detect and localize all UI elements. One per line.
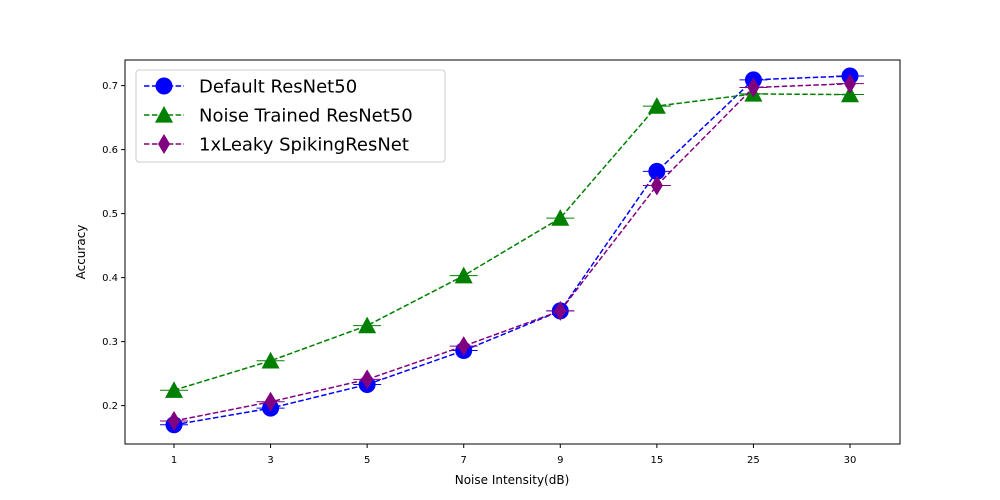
data-point — [168, 410, 180, 431]
legend-marker — [155, 106, 173, 123]
series-line — [173, 75, 851, 426]
data-point — [844, 73, 856, 94]
series-line — [173, 82, 851, 422]
x-axis-ticks: 1 3 5 7 9 15 25 30 — [171, 444, 857, 466]
plot-area — [160, 67, 864, 434]
x-tick-label: 25 — [747, 455, 760, 466]
data-point — [457, 336, 470, 357]
legend-marker — [158, 134, 170, 154]
legend-label: 1xLeaky SpikingResNet — [199, 135, 409, 156]
data-point — [361, 369, 374, 390]
x-tick-label: 1 — [171, 455, 177, 466]
y-tick-label: 0.6 — [102, 145, 118, 156]
data-point — [165, 381, 183, 398]
y-axis-label: Accuracy — [74, 225, 88, 280]
series-line — [173, 93, 851, 391]
data-point — [264, 391, 277, 412]
x-tick-label: 3 — [267, 455, 273, 466]
y-tick-label: 0.7 — [102, 81, 118, 92]
legend-item: 1xLeaky SpikingResNet — [144, 134, 409, 156]
x-tick-label: 30 — [844, 455, 857, 466]
y-tick-label: 0.2 — [102, 401, 118, 412]
data-point — [747, 77, 760, 98]
legend-item: Noise Trained ResNet50 — [144, 106, 413, 127]
y-tick-label: 0.4 — [102, 273, 118, 284]
data-point — [551, 209, 570, 226]
legend-label: Noise Trained ResNet50 — [199, 106, 413, 127]
x-axis-label: Noise Intensity(dB) — [455, 473, 570, 487]
series-2 — [160, 84, 864, 398]
legend: Default ResNet50 Noise Trained ResNet50 1x… — [135, 69, 446, 163]
axes-frame — [124, 59, 901, 445]
x-tick-label: 7 — [461, 455, 467, 466]
data-point — [650, 175, 663, 196]
x-tick-label: 5 — [364, 455, 370, 466]
legend-item: Default ResNet50 — [144, 77, 357, 98]
legend-box — [135, 69, 446, 163]
data-point — [261, 351, 280, 369]
data-point — [358, 316, 377, 334]
data-point — [841, 85, 859, 103]
data-point — [454, 266, 473, 284]
y-tick-label: 0.3 — [102, 337, 118, 348]
x-tick-label: 15 — [650, 455, 663, 466]
data-point — [554, 300, 567, 321]
y-tick-label: 0.5 — [102, 209, 118, 220]
y-axis-ticks: 0.2 0.3 0.4 0.5 0.6 0.7 — [102, 81, 125, 412]
x-tick-label: 9 — [557, 455, 563, 466]
legend-label: Default ResNet50 — [199, 77, 357, 98]
legend-marker — [155, 77, 173, 95]
series-3 — [160, 73, 864, 431]
data-point — [647, 97, 666, 114]
data-point — [648, 162, 666, 180]
